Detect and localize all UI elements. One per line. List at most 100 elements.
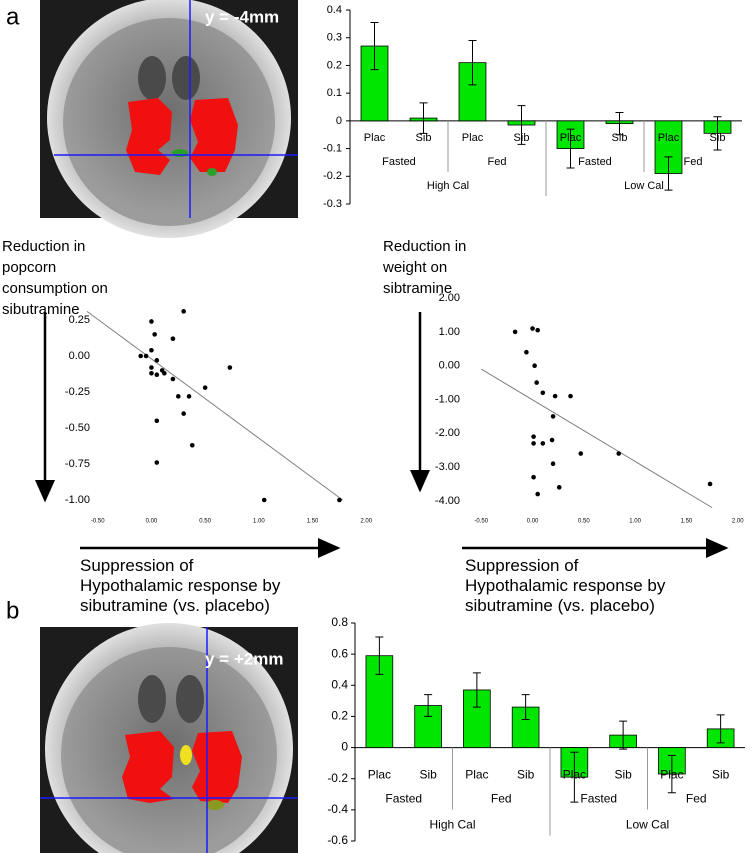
y-tick-label: 0.00 — [69, 350, 90, 362]
point — [186, 394, 192, 399]
x-tick-label: Plac — [563, 768, 586, 782]
point — [175, 394, 181, 399]
x-tick-label: 1.50 — [307, 519, 319, 525]
x-tick-label: 0.00 — [146, 519, 158, 525]
x-tick-label: -0.50 — [474, 519, 488, 525]
point — [138, 353, 144, 359]
point — [549, 437, 555, 443]
error-bar — [615, 112, 624, 136]
error-bar — [472, 672, 481, 708]
x-tick-label: Sib — [416, 132, 432, 144]
x-tick-label: Plac — [462, 132, 484, 144]
x-tick-label: Sib — [712, 768, 730, 782]
point — [534, 380, 539, 385]
y-tick-label: -0.1 — [323, 142, 342, 154]
point — [531, 474, 536, 480]
point — [162, 370, 167, 376]
error-bar — [570, 751, 579, 803]
brain-image — [40, 0, 298, 238]
x-tick-label: 1.50 — [681, 519, 693, 525]
error-bar — [424, 694, 433, 717]
y-tick-label: 0.3 — [327, 32, 342, 44]
group-label: Fed — [686, 792, 707, 806]
x-tick-label: Sib — [514, 132, 530, 144]
x-tick-label: 0.00 — [527, 519, 539, 525]
x-tick-label: Plac — [364, 132, 386, 144]
group-label: Fasted — [385, 792, 422, 806]
point — [189, 442, 195, 448]
point — [568, 393, 573, 399]
y-tick-label: -0.4 — [327, 802, 348, 816]
x-tick-label: Plac — [368, 768, 391, 782]
y-tick-label: -0.2 — [323, 170, 342, 182]
point — [181, 411, 186, 416]
point — [149, 347, 154, 353]
point — [707, 481, 713, 487]
point — [170, 336, 176, 342]
point — [261, 497, 267, 503]
y-tick-label: 0.1 — [327, 87, 342, 99]
y-tick-label: 0.8 — [331, 615, 348, 629]
x-tick-label: Sib — [419, 768, 437, 782]
point — [170, 376, 176, 382]
error-bar — [619, 720, 628, 750]
point — [149, 370, 154, 376]
y-tick-label: -0.2 — [327, 771, 348, 785]
y-tick-label: 0.2 — [327, 59, 342, 71]
x-axis-label: Suppression of Hypothalamic response by … — [80, 556, 281, 615]
point — [556, 485, 562, 490]
x-tick-label: Sib — [614, 768, 632, 782]
y-tick-label: 2.00 — [439, 292, 460, 304]
point — [550, 461, 556, 466]
x-tick-label: Plac — [465, 768, 488, 782]
error-bar — [375, 636, 384, 675]
point — [550, 414, 556, 419]
y-tick-label: -0.25 — [65, 386, 90, 398]
trend-line — [481, 368, 713, 509]
y-tick-label: 0.00 — [439, 360, 460, 372]
panel-label: a — [6, 3, 20, 30]
x-axis-label: Suppression of Hypothalamic response by … — [465, 556, 666, 615]
y-axis-label: Reduction in popcorn consumption on sibu… — [2, 238, 108, 318]
y-tick-label: -4.00 — [435, 495, 460, 507]
point — [512, 329, 518, 335]
x-tick-label: 2.00 — [732, 519, 744, 525]
y-tick-label: -1.00 — [65, 494, 90, 506]
point — [530, 326, 535, 331]
point — [143, 353, 149, 359]
y-tick-label: 0 — [341, 740, 348, 754]
x-tick-label: 2.00 — [360, 519, 372, 525]
group-label: Fed — [684, 156, 703, 168]
error-bar — [566, 128, 575, 169]
error-bar — [521, 694, 530, 721]
error-bar — [664, 156, 673, 191]
point — [540, 441, 546, 446]
point — [578, 451, 584, 456]
point — [202, 385, 208, 390]
y-tick-label: 0.2 — [331, 709, 348, 723]
group-label: Fasted — [578, 156, 612, 168]
point — [154, 358, 160, 363]
super-group-label: Low Cal — [626, 818, 669, 832]
x-tick-label: Plac — [660, 768, 683, 782]
x-tick-label: 0.50 — [578, 519, 590, 525]
point — [535, 491, 540, 497]
point — [540, 390, 546, 396]
trend-line — [86, 310, 343, 501]
point — [524, 349, 529, 355]
error-bar — [468, 39, 477, 86]
point — [535, 327, 540, 333]
x-tick-label: Sib — [612, 132, 628, 144]
group-label: Fasted — [382, 156, 416, 168]
x-tick-label: 0.50 — [199, 519, 211, 525]
image-caption: y = -4mm — [205, 7, 279, 26]
point — [149, 319, 154, 324]
error-bar — [667, 754, 676, 794]
y-tick-label: 0.25 — [69, 314, 90, 326]
x-tick-label: Plac — [560, 132, 582, 144]
point — [154, 372, 160, 378]
point — [337, 497, 342, 503]
image-caption: y = +2mm — [205, 649, 283, 668]
